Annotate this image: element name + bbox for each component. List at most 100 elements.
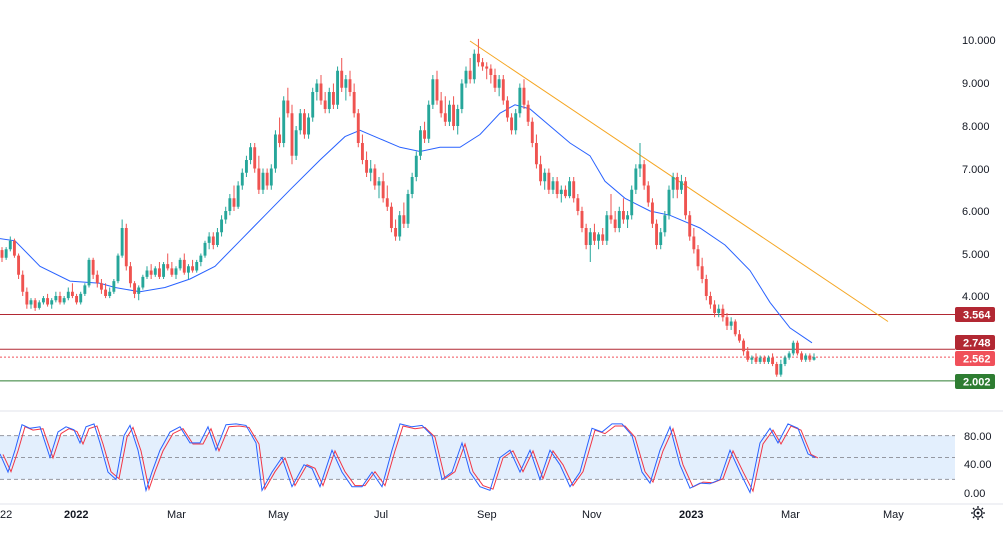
candle	[568, 181, 572, 197]
candle	[729, 321, 733, 326]
candle	[431, 79, 435, 105]
price-level-badge-bg	[955, 335, 995, 350]
candle	[108, 291, 112, 296]
candle	[178, 259, 182, 269]
candle	[8, 240, 12, 250]
time-tick: Mar	[167, 509, 186, 521]
candle	[572, 181, 576, 199]
candle	[505, 100, 509, 118]
candle	[663, 215, 667, 233]
candle	[162, 264, 166, 277]
candle	[601, 234, 605, 241]
candle	[17, 255, 21, 275]
candle	[559, 189, 563, 194]
time-tick: Nov	[582, 509, 602, 521]
candle	[460, 83, 464, 109]
candle	[501, 79, 505, 101]
candle	[331, 92, 335, 105]
candle	[389, 206, 393, 228]
candle	[795, 342, 799, 354]
candle	[273, 134, 277, 169]
price-tick: 10.000	[962, 35, 996, 47]
candle	[547, 172, 551, 190]
candle	[91, 259, 95, 275]
price-tick: 6.000	[962, 206, 990, 218]
candle	[128, 266, 132, 284]
candle	[481, 62, 485, 67]
price-level-badge: 2.562	[963, 354, 991, 366]
candle	[427, 104, 431, 139]
stochastic-tick: 0.00	[964, 488, 985, 500]
candle	[141, 276, 145, 288]
price-pane	[0, 38, 955, 382]
candle	[50, 300, 54, 305]
candle	[269, 168, 273, 186]
candle	[551, 181, 555, 190]
candle	[286, 100, 290, 114]
candle	[41, 298, 45, 303]
candle	[344, 79, 348, 88]
price-tick: 5.000	[962, 249, 990, 261]
candle	[534, 143, 538, 165]
candle	[195, 262, 199, 271]
candle	[754, 357, 758, 362]
settings-gear-icon[interactable]	[971, 506, 985, 520]
candle	[704, 279, 708, 296]
candle	[352, 92, 356, 114]
candle	[116, 255, 120, 282]
candle	[679, 181, 683, 190]
candle	[439, 100, 443, 114]
candle	[493, 75, 497, 88]
candle	[83, 285, 87, 294]
candle	[717, 308, 721, 313]
candle	[182, 259, 186, 273]
candle	[410, 177, 414, 194]
candle	[779, 364, 783, 375]
time-tick: Sep	[477, 509, 497, 521]
candle	[298, 113, 302, 131]
stochastic-pane	[0, 423, 819, 495]
candle	[497, 79, 501, 88]
candle	[224, 211, 228, 220]
time-tick: 2022	[64, 509, 88, 521]
candle	[555, 181, 559, 194]
candle	[99, 283, 103, 290]
candle	[257, 168, 261, 190]
candle	[766, 357, 770, 362]
trendline	[469, 40, 889, 322]
candle	[220, 219, 224, 233]
candle	[87, 259, 91, 286]
candle	[468, 70, 472, 80]
price-level-badge: 2.002	[963, 377, 991, 389]
candle	[489, 68, 493, 75]
candle	[54, 296, 58, 301]
candle	[323, 100, 327, 109]
candle	[244, 160, 248, 173]
moving-average-line	[0, 104, 813, 344]
candle	[124, 228, 128, 267]
time-tick: Mar	[781, 509, 800, 521]
candle	[580, 211, 584, 228]
candle	[762, 357, 766, 362]
candle	[211, 236, 215, 245]
candle	[398, 215, 402, 237]
candle	[634, 168, 638, 190]
candle	[671, 177, 675, 190]
candle	[447, 104, 451, 122]
time-tick: May	[883, 509, 904, 521]
candle	[170, 268, 174, 275]
candle	[149, 270, 153, 275]
candle	[0, 250, 4, 258]
candle	[476, 53, 480, 63]
candle	[406, 194, 410, 224]
candle	[58, 296, 62, 303]
candle	[725, 317, 729, 326]
price-tick: 9.000	[962, 78, 990, 90]
candle	[75, 296, 79, 303]
candle	[808, 355, 812, 360]
candle	[70, 291, 74, 296]
candle	[381, 181, 385, 199]
candle	[609, 215, 613, 220]
candle	[207, 236, 211, 243]
